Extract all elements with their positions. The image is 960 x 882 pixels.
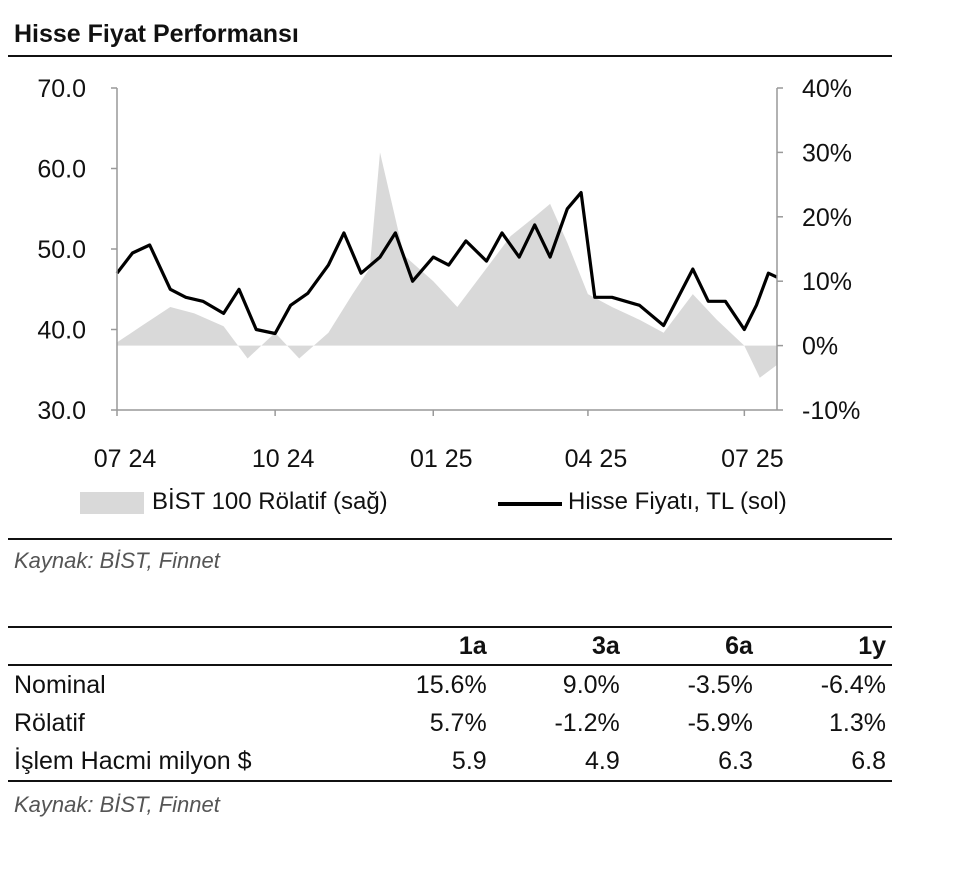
performance-table: 1a 3a 6a 1y Nominal 15.6% 9.0% -3.5% -6.… <box>8 626 892 782</box>
legend-swatch-relative <box>80 492 144 514</box>
share-price-line <box>115 191 778 336</box>
legend-label-price: Hisse Fiyatı, TL (sol) <box>568 488 787 515</box>
table-header-1a: 1a <box>350 626 493 666</box>
row-label: Rölatif <box>14 708 85 737</box>
table-row: İşlem Hacmi milyon $ 5.9 4.9 6.3 6.8 <box>8 742 892 782</box>
x-tick-label: 01 25 <box>410 445 473 473</box>
right-tick-label: 0% <box>802 333 838 361</box>
table-header-row: 1a 3a 6a 1y <box>8 626 892 666</box>
x-tick-label: 04 25 <box>565 445 628 473</box>
table-cell: 5.7% <box>429 708 487 737</box>
x-tick-label: 07 25 <box>721 445 784 473</box>
table-cell: 5.9 <box>350 742 493 782</box>
table-cell: 6.3 <box>625 742 759 782</box>
table-cell: -3.5% <box>687 670 753 699</box>
legend-label-relative: BİST 100 Rölatif (sağ) <box>152 488 388 515</box>
table-header-6a: 6a <box>625 626 759 666</box>
left-tick-label: 40.0 <box>37 317 86 345</box>
right-tick-label: -10% <box>802 397 860 425</box>
row-label: İşlem Hacmi milyon $ <box>8 742 350 782</box>
table-row: Rölatif 5.7% -1.2% -5.9% 1.3% <box>8 704 892 742</box>
table-row: Nominal 15.6% 9.0% -3.5% -6.4% <box>8 665 892 704</box>
chart-source-note: Kaynak: BİST, Finnet <box>14 548 220 573</box>
table-source-note: Kaynak: BİST, Finnet <box>14 792 220 817</box>
right-tick-label: 40% <box>802 75 852 103</box>
x-tick-label: 07 24 <box>94 445 157 473</box>
chart-title: Hisse Fiyat Performansı <box>14 20 299 48</box>
price-performance-chart: 70.060.050.040.030.0 40%30%20%10%0%-10% … <box>37 75 860 473</box>
left-tick-label: 70.0 <box>37 75 86 103</box>
row-label: Nominal <box>14 670 106 699</box>
relative-performance-area <box>117 152 777 378</box>
table-cell: 1.3% <box>829 708 886 737</box>
right-tick-label: 20% <box>802 204 852 232</box>
table-cell: 15.6% <box>415 670 487 699</box>
table-header-3a: 3a <box>492 626 626 666</box>
legend-swatch-price <box>498 502 562 506</box>
x-tick-label: 10 24 <box>252 445 315 473</box>
table-header-empty <box>8 626 350 666</box>
right-tick-label: 10% <box>802 268 852 296</box>
left-tick-label: 60.0 <box>37 156 86 184</box>
right-tick-label: 30% <box>802 139 852 167</box>
table-cell: 6.8 <box>758 742 892 782</box>
left-tick-label: 30.0 <box>37 397 86 425</box>
table-cell: -6.4% <box>820 670 886 699</box>
title-underline <box>8 55 892 57</box>
table-cell: 9.0% <box>562 670 620 699</box>
table-cell: -1.2% <box>554 708 620 737</box>
table-header-1y: 1y <box>758 626 892 666</box>
table-cell: 4.9 <box>492 742 626 782</box>
chart-bottom-rule <box>8 538 892 540</box>
table-cell: -5.9% <box>687 708 753 737</box>
left-tick-label: 50.0 <box>37 236 86 264</box>
